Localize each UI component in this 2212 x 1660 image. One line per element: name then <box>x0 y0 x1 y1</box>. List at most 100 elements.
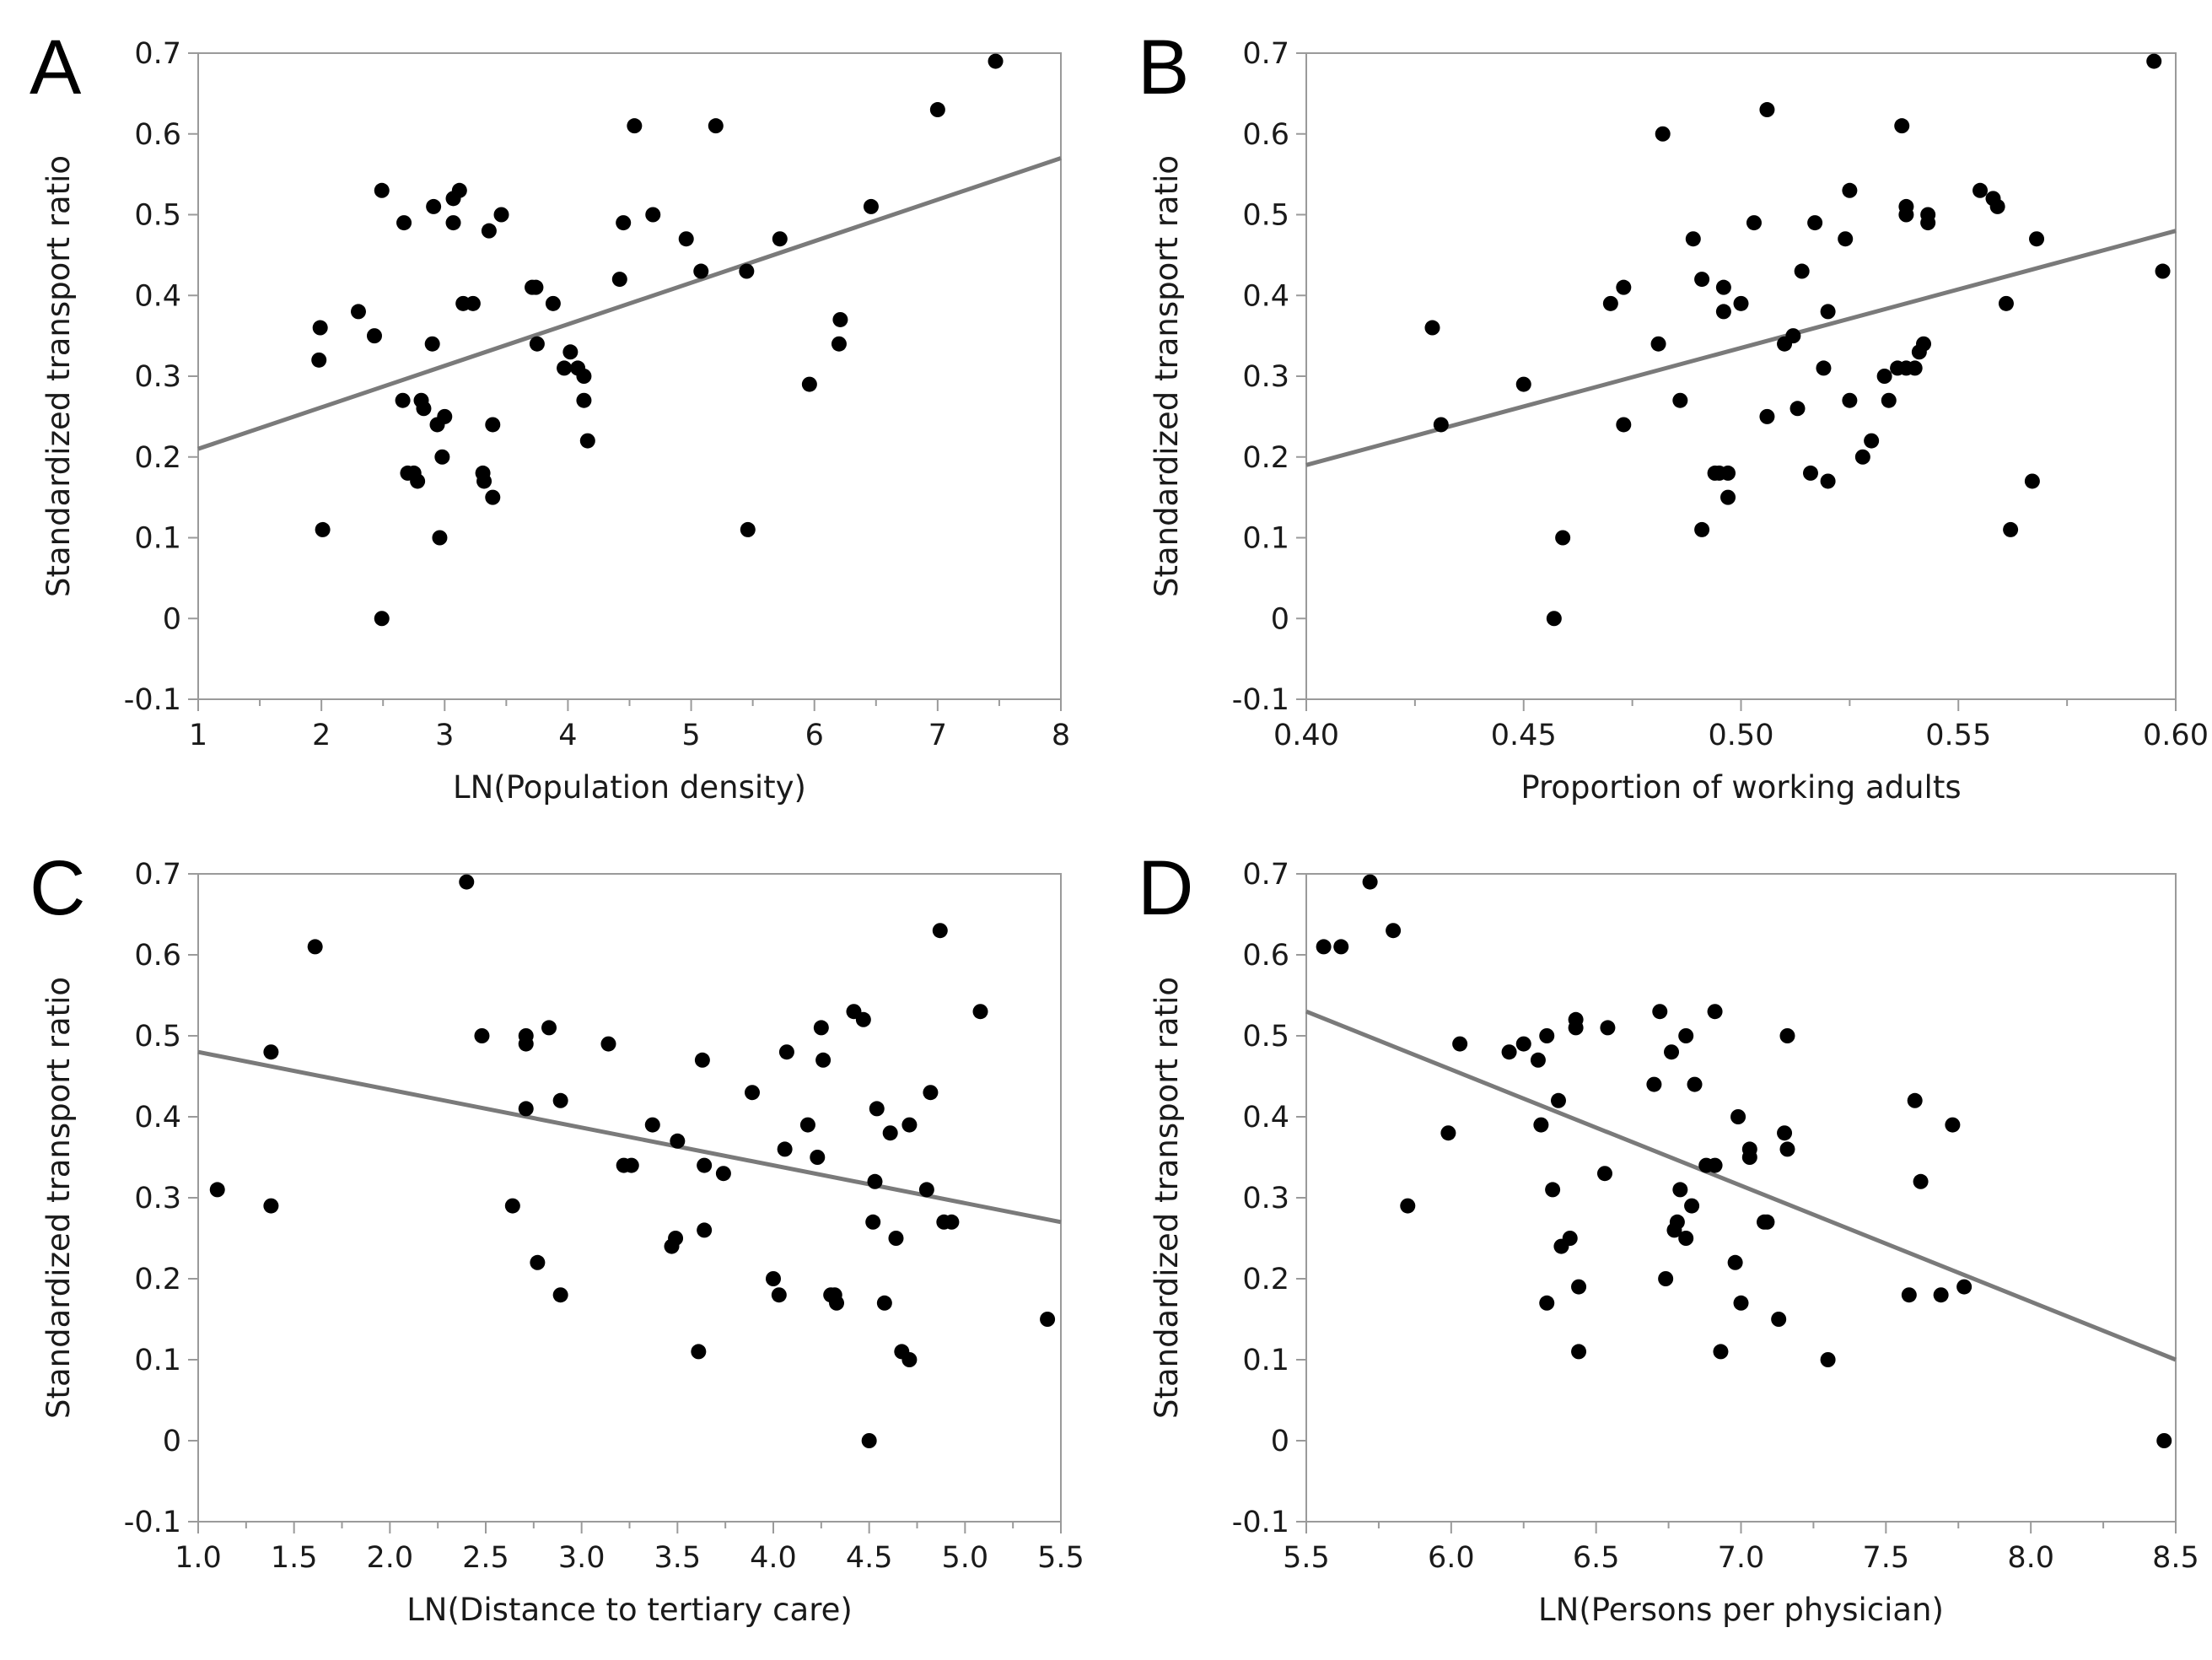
data-point <box>1715 279 1731 295</box>
data-point <box>708 118 724 134</box>
data-point <box>1779 1028 1795 1043</box>
panel-letter: B <box>1138 24 1189 110</box>
x-tick-label: 6 <box>805 719 824 752</box>
data-point <box>528 279 544 295</box>
x-tick-label: 3.0 <box>558 1541 605 1575</box>
data-point <box>1546 611 1562 627</box>
y-tick-label: 0.1 <box>134 522 181 556</box>
data-point <box>1945 1117 1961 1133</box>
data-point <box>1759 408 1775 424</box>
data-point <box>437 408 453 424</box>
data-point <box>988 53 1004 69</box>
y-axis-title: Standardized transport ratio <box>40 977 77 1419</box>
x-axis-title: LN(Persons per physician) <box>1538 1592 1944 1628</box>
x-tick-label: 7 <box>928 719 947 752</box>
data-point <box>518 1036 534 1052</box>
data-point <box>855 1011 871 1027</box>
data-point <box>1777 1125 1793 1141</box>
panel-letter: A <box>30 24 82 110</box>
data-point <box>1820 304 1836 320</box>
data-point <box>1894 118 1910 134</box>
data-point <box>209 1182 225 1198</box>
data-point <box>1571 1344 1587 1360</box>
data-point <box>1707 1157 1723 1173</box>
data-point <box>1652 1004 1668 1020</box>
y-tick-label: 0.5 <box>134 1020 181 1054</box>
data-point <box>1515 1036 1531 1052</box>
data-point <box>1655 126 1671 142</box>
data-point <box>1759 102 1775 118</box>
data-point <box>1864 433 1880 449</box>
data-point <box>778 1044 794 1060</box>
data-point <box>1733 295 1749 311</box>
x-tick-label: 2 <box>312 719 331 752</box>
y-tick-label: 0.7 <box>134 37 181 71</box>
y-tick-label: 0.1 <box>134 1344 181 1377</box>
data-point <box>311 352 327 368</box>
data-point <box>1550 1092 1566 1108</box>
data-point <box>697 1157 713 1173</box>
y-tick-label: 0.4 <box>1242 1101 1289 1135</box>
data-point <box>2003 521 2019 537</box>
x-tick-label: 0.45 <box>1491 719 1557 752</box>
chart-panel-b: B -0.1 0 0.1 0.2 0.3 0.4 0.5 0.6 0.7 0.40 0.45 0.50 0… <box>1138 24 2209 806</box>
data-point <box>744 1085 760 1101</box>
data-point <box>410 473 426 489</box>
data-point <box>1746 215 1762 231</box>
data-point <box>1881 392 1897 408</box>
data-point <box>1913 1173 1929 1189</box>
data-point <box>552 1287 568 1303</box>
data-point <box>576 369 592 384</box>
data-point <box>552 1092 568 1108</box>
x-tick-label: 5 <box>681 719 700 752</box>
x-tick-label: 2.0 <box>366 1541 413 1575</box>
x-tick-label: 7.0 <box>1718 1541 1765 1575</box>
data-point <box>1876 369 1892 384</box>
data-point <box>485 417 501 433</box>
data-point <box>611 272 627 288</box>
data-point <box>772 231 788 247</box>
data-point <box>1779 1141 1795 1157</box>
y-tick-label: 0.3 <box>1242 1182 1289 1215</box>
data-point <box>1771 1312 1787 1327</box>
data-point <box>1685 231 1701 247</box>
x-tick-label: 1.5 <box>271 1541 318 1575</box>
y-tick-label: 0.4 <box>1242 279 1289 313</box>
data-point <box>476 473 492 489</box>
y-tick-label: 0 <box>1271 602 1289 636</box>
x-tick-label: 3 <box>435 719 454 752</box>
y-tick-label: 0.7 <box>1242 858 1289 892</box>
data-point <box>504 1198 520 1214</box>
data-point <box>374 611 390 627</box>
data-point <box>1842 392 1858 408</box>
data-point <box>867 1173 883 1189</box>
data-point <box>1316 939 1332 955</box>
data-point <box>668 1231 684 1246</box>
data-point <box>315 521 331 537</box>
data-point <box>1602 295 1618 311</box>
data-point <box>972 1004 988 1020</box>
plot-frame <box>197 52 1062 700</box>
data-point <box>1530 1052 1546 1068</box>
y-tick-label: -0.1 <box>124 1506 181 1539</box>
data-point <box>562 344 579 360</box>
data-point <box>1694 521 1710 537</box>
data-point <box>2024 473 2040 489</box>
y-tick-label: 0.6 <box>134 939 181 973</box>
data-point <box>1802 465 1818 481</box>
x-tick-label: 0.55 <box>1925 719 1991 752</box>
data-point <box>366 328 382 344</box>
data-point <box>1794 263 1810 279</box>
data-point <box>1362 874 1378 890</box>
data-point <box>932 923 948 939</box>
data-point <box>1820 1352 1836 1367</box>
data-point <box>1854 449 1870 465</box>
y-axis-title: Standardized transport ratio <box>1149 977 1185 1419</box>
data-point <box>1539 1295 1555 1311</box>
data-point <box>1515 376 1531 392</box>
data-point <box>1568 1020 1584 1036</box>
data-point <box>865 1214 881 1230</box>
data-point <box>350 304 366 320</box>
data-point <box>1707 1004 1723 1020</box>
data-point <box>1672 1182 1688 1198</box>
